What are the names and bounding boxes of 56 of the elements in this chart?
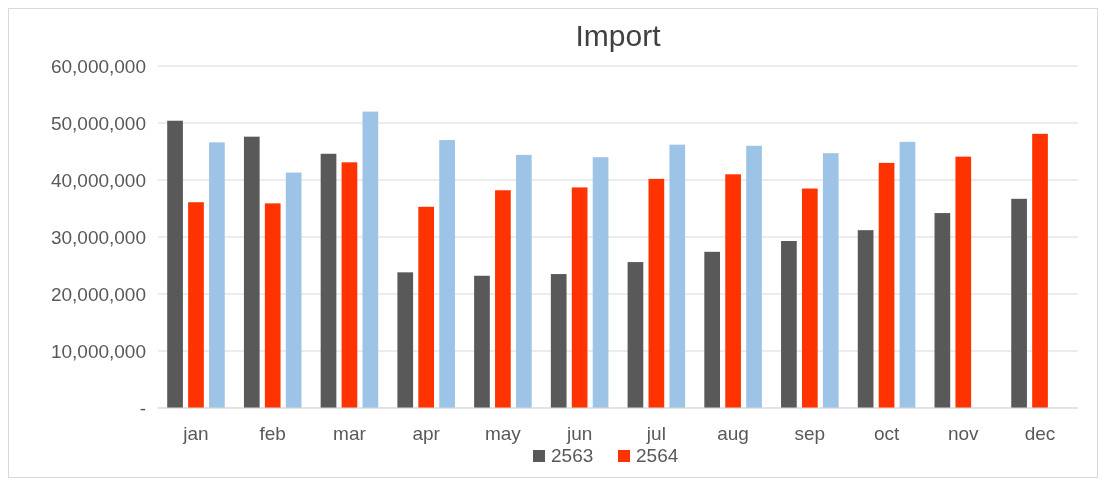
bar <box>474 275 490 408</box>
bar <box>264 203 281 408</box>
bar <box>1011 198 1027 408</box>
bar <box>1032 133 1048 408</box>
legend-label: 2563 <box>551 445 594 466</box>
bar <box>341 162 358 408</box>
bar <box>439 140 455 408</box>
y-tick-label: 10,000,000 <box>50 340 146 362</box>
bar <box>362 111 379 408</box>
bar <box>669 144 686 408</box>
bar <box>592 157 609 408</box>
x-tick-label: may <box>484 423 522 444</box>
y-tick-label: - <box>139 397 146 419</box>
bar <box>801 188 818 408</box>
bar <box>899 141 916 408</box>
x-tick-label: mar <box>333 423 367 444</box>
x-tick-label: feb <box>259 423 286 444</box>
chart-title: Import <box>575 19 662 52</box>
bar <box>550 274 567 408</box>
bar <box>495 190 511 408</box>
bar <box>285 172 302 408</box>
bar <box>746 145 762 408</box>
bar <box>397 272 414 408</box>
bar <box>243 136 260 408</box>
bar <box>822 153 839 408</box>
y-tick-label: 20,000,000 <box>50 283 146 305</box>
bar <box>320 153 337 408</box>
x-tick-label: aug <box>717 423 749 444</box>
bar <box>955 156 972 408</box>
x-tick-label: jul <box>645 423 666 444</box>
bar <box>648 178 665 408</box>
bar <box>167 120 183 408</box>
bar <box>571 187 588 408</box>
bar <box>704 251 721 408</box>
y-tick-label: 50,000,000 <box>50 112 146 134</box>
bar <box>188 202 204 408</box>
y-tick-label: 30,000,000 <box>50 226 146 248</box>
x-tick-label: nov <box>947 423 980 444</box>
bar <box>627 262 644 408</box>
bar <box>725 174 741 408</box>
x-tick-label: dec <box>1024 423 1056 444</box>
bar <box>857 230 874 408</box>
x-tick-label: jan <box>182 423 209 444</box>
x-tick-label: sep <box>794 423 826 444</box>
legend-label: 2564 <box>636 445 679 466</box>
x-tick-label: apr <box>412 423 441 444</box>
bar <box>515 154 532 408</box>
y-tick-label: 60,000,000 <box>50 55 146 77</box>
bar <box>209 142 225 408</box>
x-tick-label: jun <box>565 423 593 444</box>
bar <box>934 213 951 408</box>
bar <box>418 206 435 408</box>
x-tick-label: oct <box>873 423 900 444</box>
bar <box>878 162 895 408</box>
y-tick-label: 40,000,000 <box>50 169 146 191</box>
bar <box>781 240 797 408</box>
